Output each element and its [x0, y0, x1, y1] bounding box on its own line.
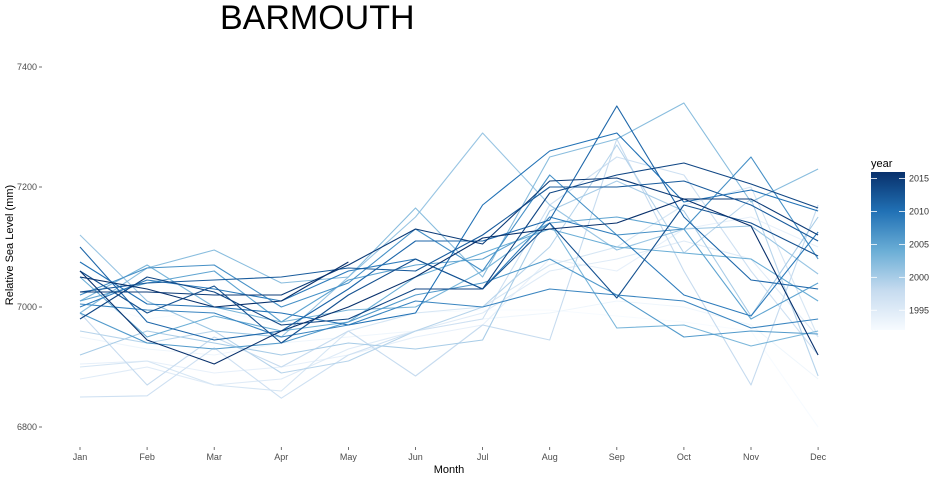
x-tick-label: Aug: [542, 452, 558, 462]
x-tick-label: Dec: [810, 452, 827, 462]
series-line-2013: [79, 204, 819, 344]
x-tick-label: May: [340, 452, 358, 462]
series-line-1992: [79, 300, 819, 428]
chart-title: BARMOUTH: [220, 0, 415, 37]
series-line-2008: [79, 288, 819, 338]
series-line-2011: [79, 105, 819, 341]
series-line-1997: [79, 156, 819, 399]
x-tick-label: Oct: [677, 452, 692, 462]
legend-colorbar: [871, 172, 905, 330]
x-tick-label: Feb: [139, 452, 155, 462]
x-tick-label: Mar: [206, 452, 222, 462]
series-line-2015: [80, 177, 819, 296]
y-tick-label: 7000: [17, 302, 37, 312]
legend-tick-label: 2015: [909, 174, 929, 184]
series-line-2007: [79, 156, 819, 308]
legend-ticks: 1995 2000 2005 2010 2015: [871, 174, 929, 315]
x-tick-label: Sep: [609, 452, 625, 462]
series-line-2010: [79, 132, 819, 326]
series-line-2004: [79, 228, 819, 338]
legend-tick-label: 2000: [909, 272, 929, 282]
x-tick-label: Jan: [73, 452, 88, 462]
series-line-2014: [79, 162, 819, 326]
series-line-2005: [79, 216, 819, 323]
year-legend: year 1995 2000 2005 2010 2015: [871, 158, 929, 330]
series-line-2002: [79, 102, 819, 314]
series-line-2012: [79, 180, 819, 293]
x-axis-title: Month: [434, 464, 465, 476]
x-tick-label: Jul: [477, 452, 489, 462]
series-line-1996: [79, 186, 819, 392]
series-line-2000: [79, 180, 819, 356]
x-tick-label: Apr: [274, 452, 288, 462]
series-line-2017: [79, 261, 349, 308]
legend-tick-label: 2005: [909, 239, 929, 249]
legend-tick-label: 1995: [909, 305, 929, 315]
y-tick-label: 6800: [17, 422, 37, 432]
series-lines: [79, 102, 819, 428]
series-line-1998: [79, 138, 819, 386]
legend-title: year: [871, 158, 893, 170]
x-axis: Jan Feb Mar Apr May Jun Jul Aug Sep Oct Nov Dec: [73, 447, 827, 462]
series-line-2001: [79, 132, 819, 338]
x-tick-label: Jun: [408, 452, 423, 462]
y-axis: 6800 7000 7200 7400: [17, 62, 42, 432]
y-axis-title: Relative Sea Level (mm): [4, 185, 16, 305]
y-tick-label: 7400: [17, 62, 37, 72]
legend-tick-label: 2010: [909, 207, 929, 217]
series-line-2016: [79, 198, 819, 365]
x-tick-label: Nov: [743, 452, 760, 462]
y-tick-label: 7200: [17, 182, 37, 192]
